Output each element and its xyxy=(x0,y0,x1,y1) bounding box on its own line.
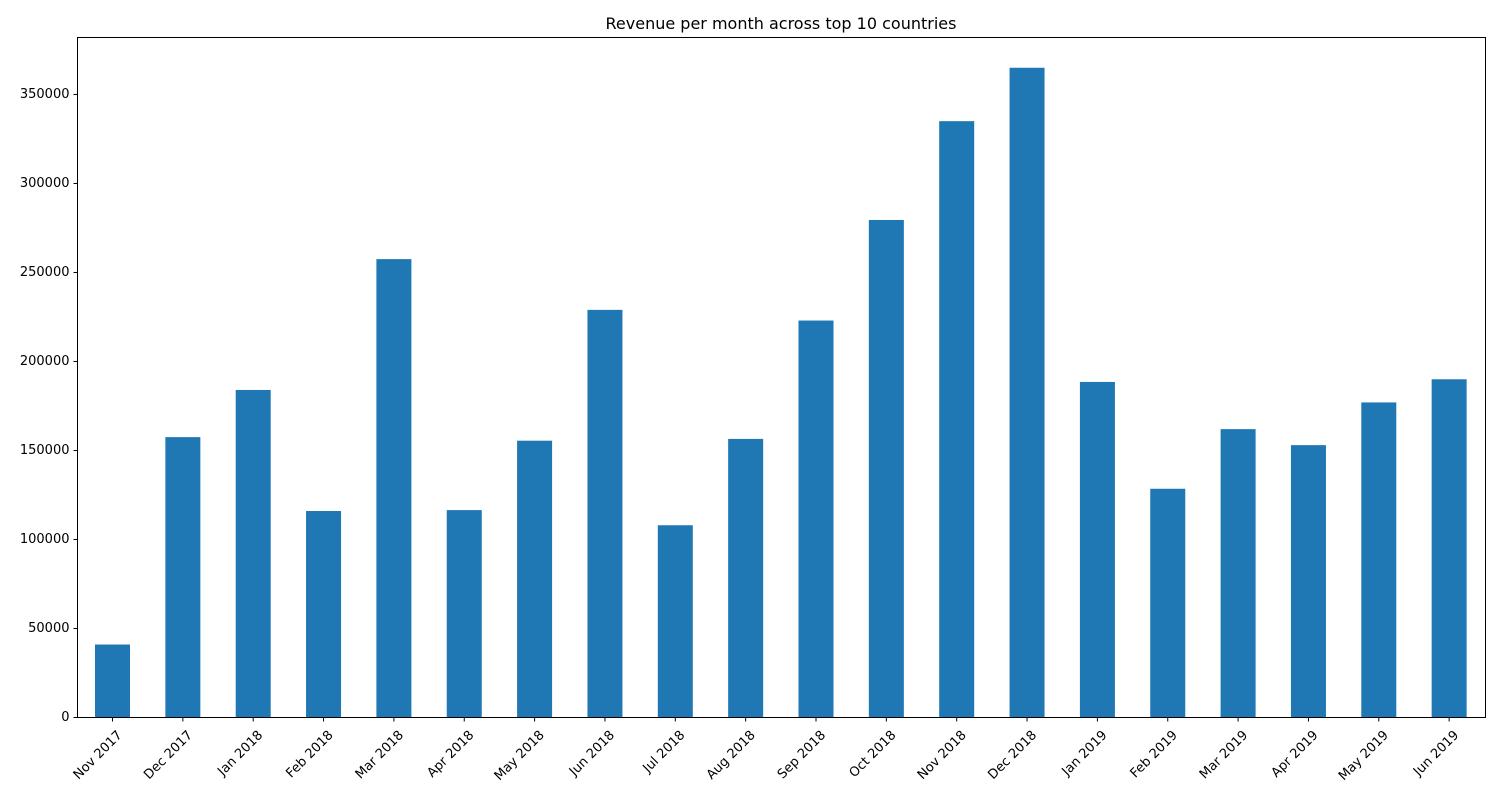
bars-group xyxy=(95,67,1467,718)
x-tick-label: Apr 2018 xyxy=(424,728,477,781)
bar xyxy=(446,510,482,718)
bar xyxy=(939,121,975,718)
x-tick-label: Feb 2019 xyxy=(1128,728,1181,781)
bar xyxy=(728,438,764,718)
bar xyxy=(517,440,553,718)
bar xyxy=(1009,67,1045,718)
x-tick-label: Jun 2018 xyxy=(566,728,618,780)
x-tick-label: May 2018 xyxy=(492,728,548,784)
x-tick-label: Sep 2018 xyxy=(775,728,829,782)
bar xyxy=(1220,429,1256,718)
x-tick-label: Mar 2019 xyxy=(1197,728,1251,782)
plot-frame xyxy=(77,37,1486,718)
x-tick-label: Feb 2018 xyxy=(283,728,336,781)
bar xyxy=(1079,381,1115,718)
x-tick-label: Aug 2018 xyxy=(704,728,759,783)
bar xyxy=(798,320,834,718)
bar xyxy=(1361,402,1397,718)
bar xyxy=(1150,488,1186,718)
x-tick-label: Dec 2017 xyxy=(141,728,196,783)
y-axis: 0 50000 100000 150000 200000 250000 300000 3500… xyxy=(20,87,78,725)
y-tick-label: 250000 xyxy=(20,265,70,280)
x-tick-label: May 2019 xyxy=(1336,728,1392,784)
bar xyxy=(1290,445,1326,718)
chart-title: Revenue per month across top 10 countrie… xyxy=(606,14,957,33)
x-tick-label: Nov 2017 xyxy=(71,728,126,783)
x-tick-label: Dec 2018 xyxy=(985,728,1040,783)
x-tick-label: Jul 2018 xyxy=(640,728,689,777)
bar xyxy=(306,511,342,718)
x-axis: Nov 2017 Dec 2017 Jan 2018 Feb 2018 Mar 2018… xyxy=(71,717,1462,784)
bar xyxy=(1431,379,1467,718)
y-tick-label: 300000 xyxy=(20,176,70,191)
y-tick-label: 50000 xyxy=(28,621,69,636)
bar xyxy=(376,259,412,718)
x-tick-label: Mar 2018 xyxy=(353,728,407,782)
x-tick-label: Jun 2019 xyxy=(1410,728,1462,780)
bar xyxy=(587,309,623,718)
bar xyxy=(235,389,271,718)
bar xyxy=(657,525,693,718)
bar xyxy=(868,219,904,718)
y-tick-label: 350000 xyxy=(20,87,70,102)
x-tick-label: Jan 2019 xyxy=(1059,728,1111,780)
bar xyxy=(165,437,201,718)
x-tick-label: Jan 2018 xyxy=(214,728,266,780)
y-tick-label: 0 xyxy=(61,710,69,725)
y-tick-label: 150000 xyxy=(20,443,70,458)
y-tick-label: 200000 xyxy=(20,354,70,369)
x-tick-label: Oct 2018 xyxy=(847,728,900,781)
x-tick-label: Nov 2018 xyxy=(915,728,970,783)
y-tick-label: 100000 xyxy=(20,532,70,547)
bar xyxy=(95,644,130,718)
x-tick-label: Apr 2019 xyxy=(1269,728,1322,781)
